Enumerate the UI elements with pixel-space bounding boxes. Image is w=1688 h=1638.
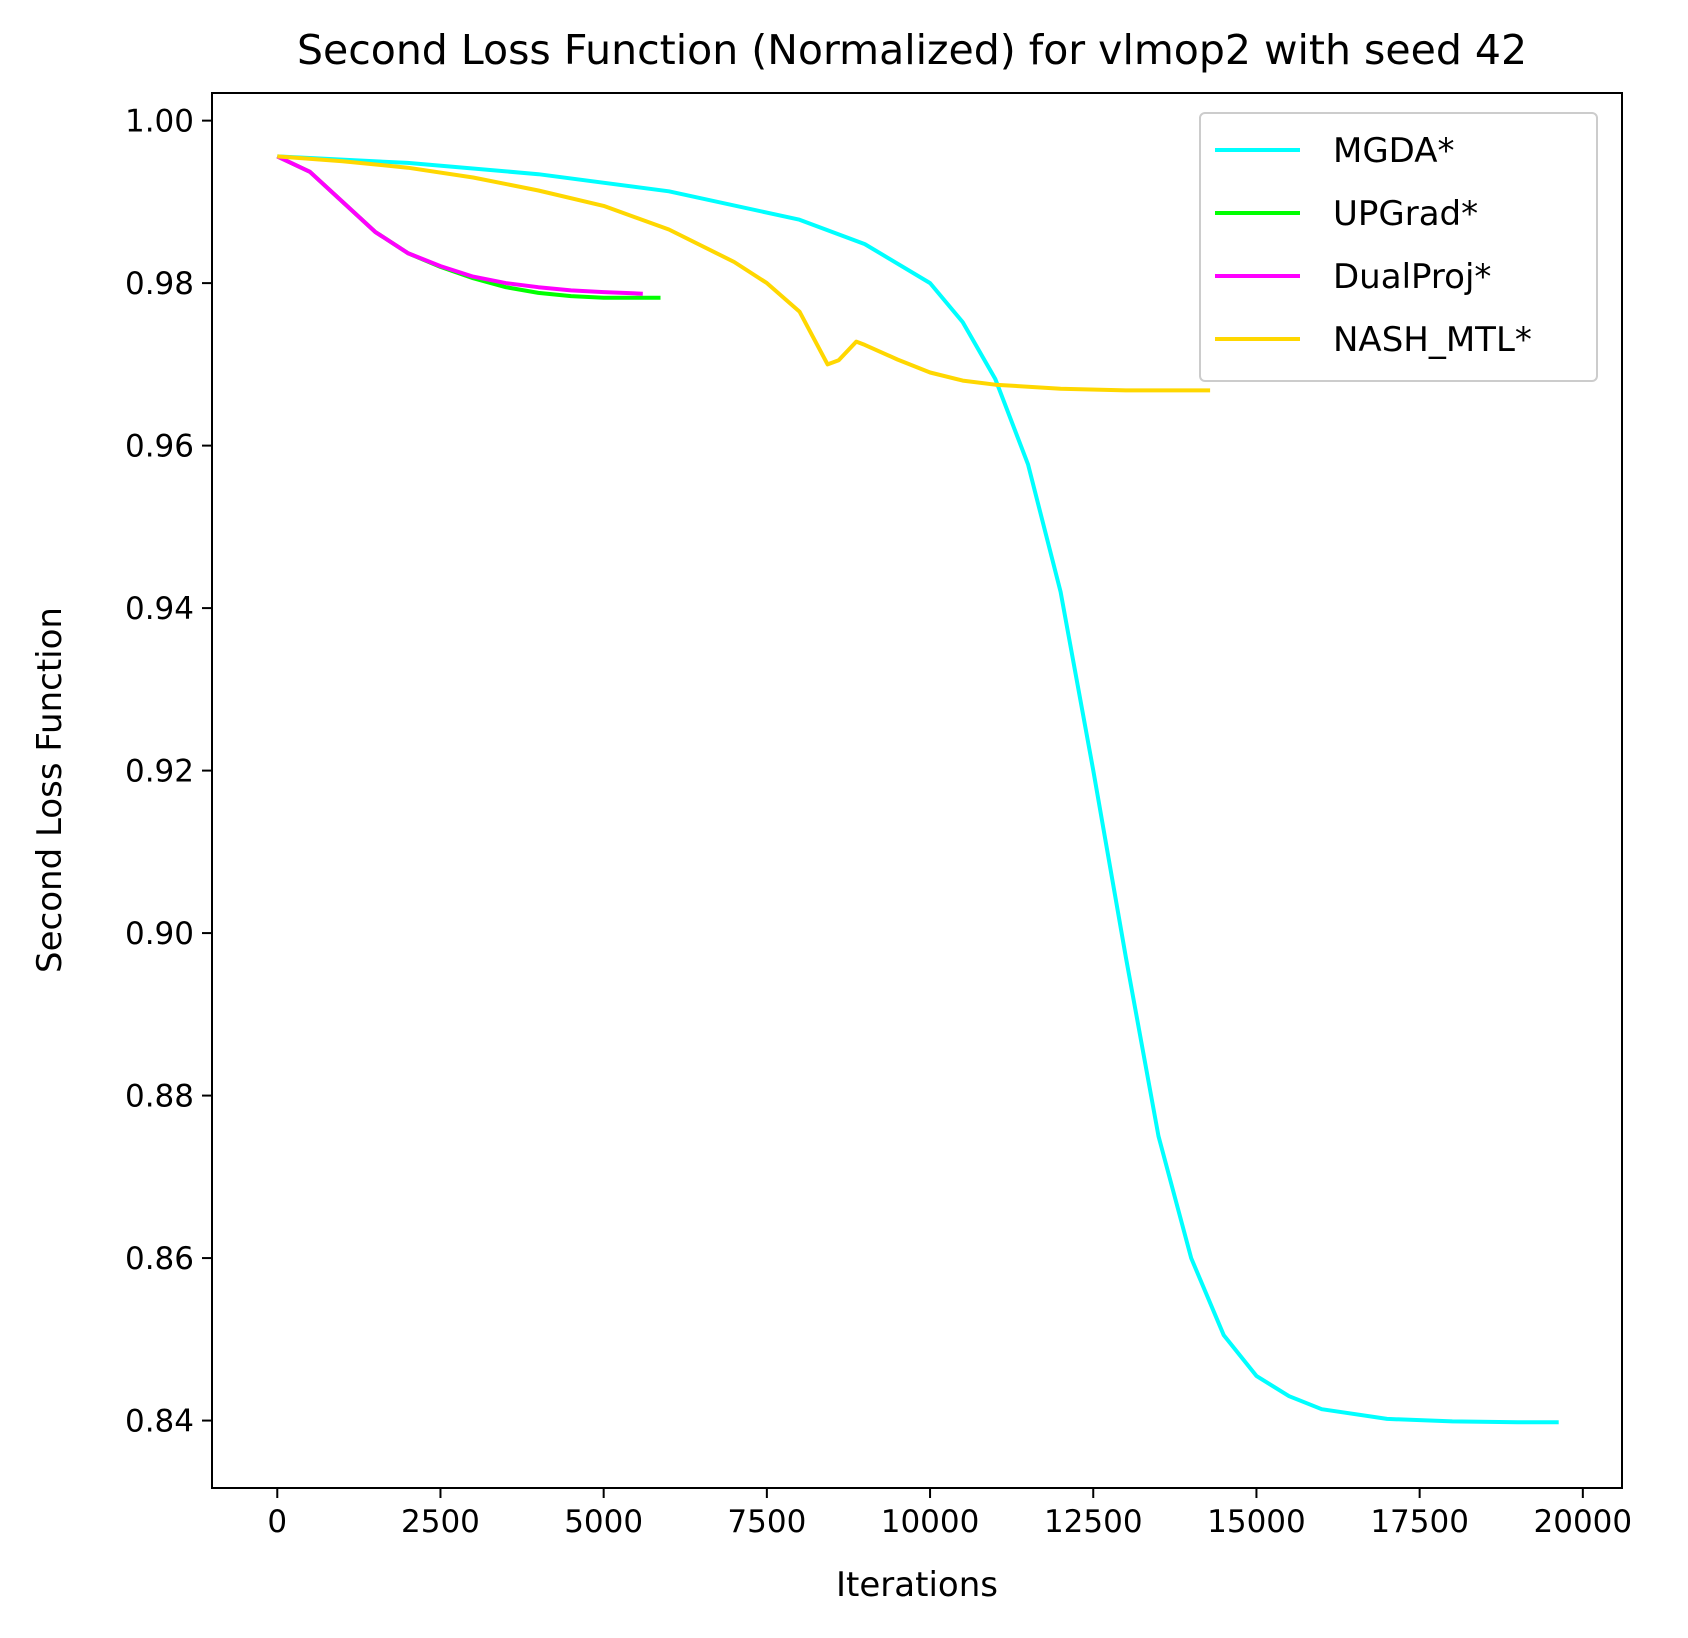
y-tick-label: 0.88 — [125, 1079, 194, 1115]
x-tick-label: 10000 — [881, 1504, 980, 1540]
x-tick-label: 12500 — [1044, 1504, 1143, 1540]
legend-items: MGDA* UPGrad* DualProj* NASH_MTL* — [1215, 131, 1532, 360]
legend-label: NASH_MTL* — [1333, 320, 1532, 360]
series-line-3 — [276, 154, 643, 296]
legend-label: DualProj* — [1333, 257, 1491, 297]
y-tick-label: 1.00 — [125, 104, 194, 140]
x-axis: 0 2500 5000 7500 10000 12500 15000 17500 20000 — [267, 1488, 1632, 1540]
y-tick-label: 0.90 — [125, 916, 194, 952]
y-tick-label: 0.94 — [125, 591, 194, 627]
x-tick-label: 7500 — [727, 1504, 806, 1540]
y-tick-label: 0.98 — [125, 266, 194, 302]
x-tick-label: 2500 — [401, 1504, 480, 1540]
y-tick-label: 0.96 — [125, 429, 194, 465]
legend-box — [1199, 112, 1598, 382]
y-axis: 0.84 0.86 0.88 0.90 0.92 0.94 0.96 0.98 1.00 — [125, 104, 212, 1440]
series-line-1 — [277, 154, 1559, 1425]
x-axis-label: Iterations — [836, 1565, 998, 1605]
chart-title: Second Loss Function (Normalized) for vl… — [297, 26, 1527, 74]
y-tick-label: 0.86 — [125, 1241, 194, 1277]
x-tick-label: 20000 — [1534, 1504, 1633, 1540]
plot-frame — [211, 92, 1623, 1489]
y-axis-label: Second Loss Function — [30, 607, 70, 973]
legend: MGDA* UPGrad* DualProj* NASH_MTL* — [1199, 112, 1598, 382]
y-tick-label: 0.84 — [125, 1404, 194, 1440]
series-line-4 — [277, 154, 1211, 393]
plot-lines — [276, 154, 1559, 1425]
x-tick-label: 5000 — [564, 1504, 643, 1540]
x-tick-label: 17500 — [1370, 1504, 1469, 1540]
x-tick-label: 15000 — [1207, 1504, 1306, 1540]
legend-label: UPGrad* — [1333, 194, 1478, 234]
legend-label: MGDA* — [1333, 131, 1455, 171]
y-tick-label: 0.92 — [125, 754, 194, 790]
x-tick-label: 0 — [267, 1504, 287, 1540]
